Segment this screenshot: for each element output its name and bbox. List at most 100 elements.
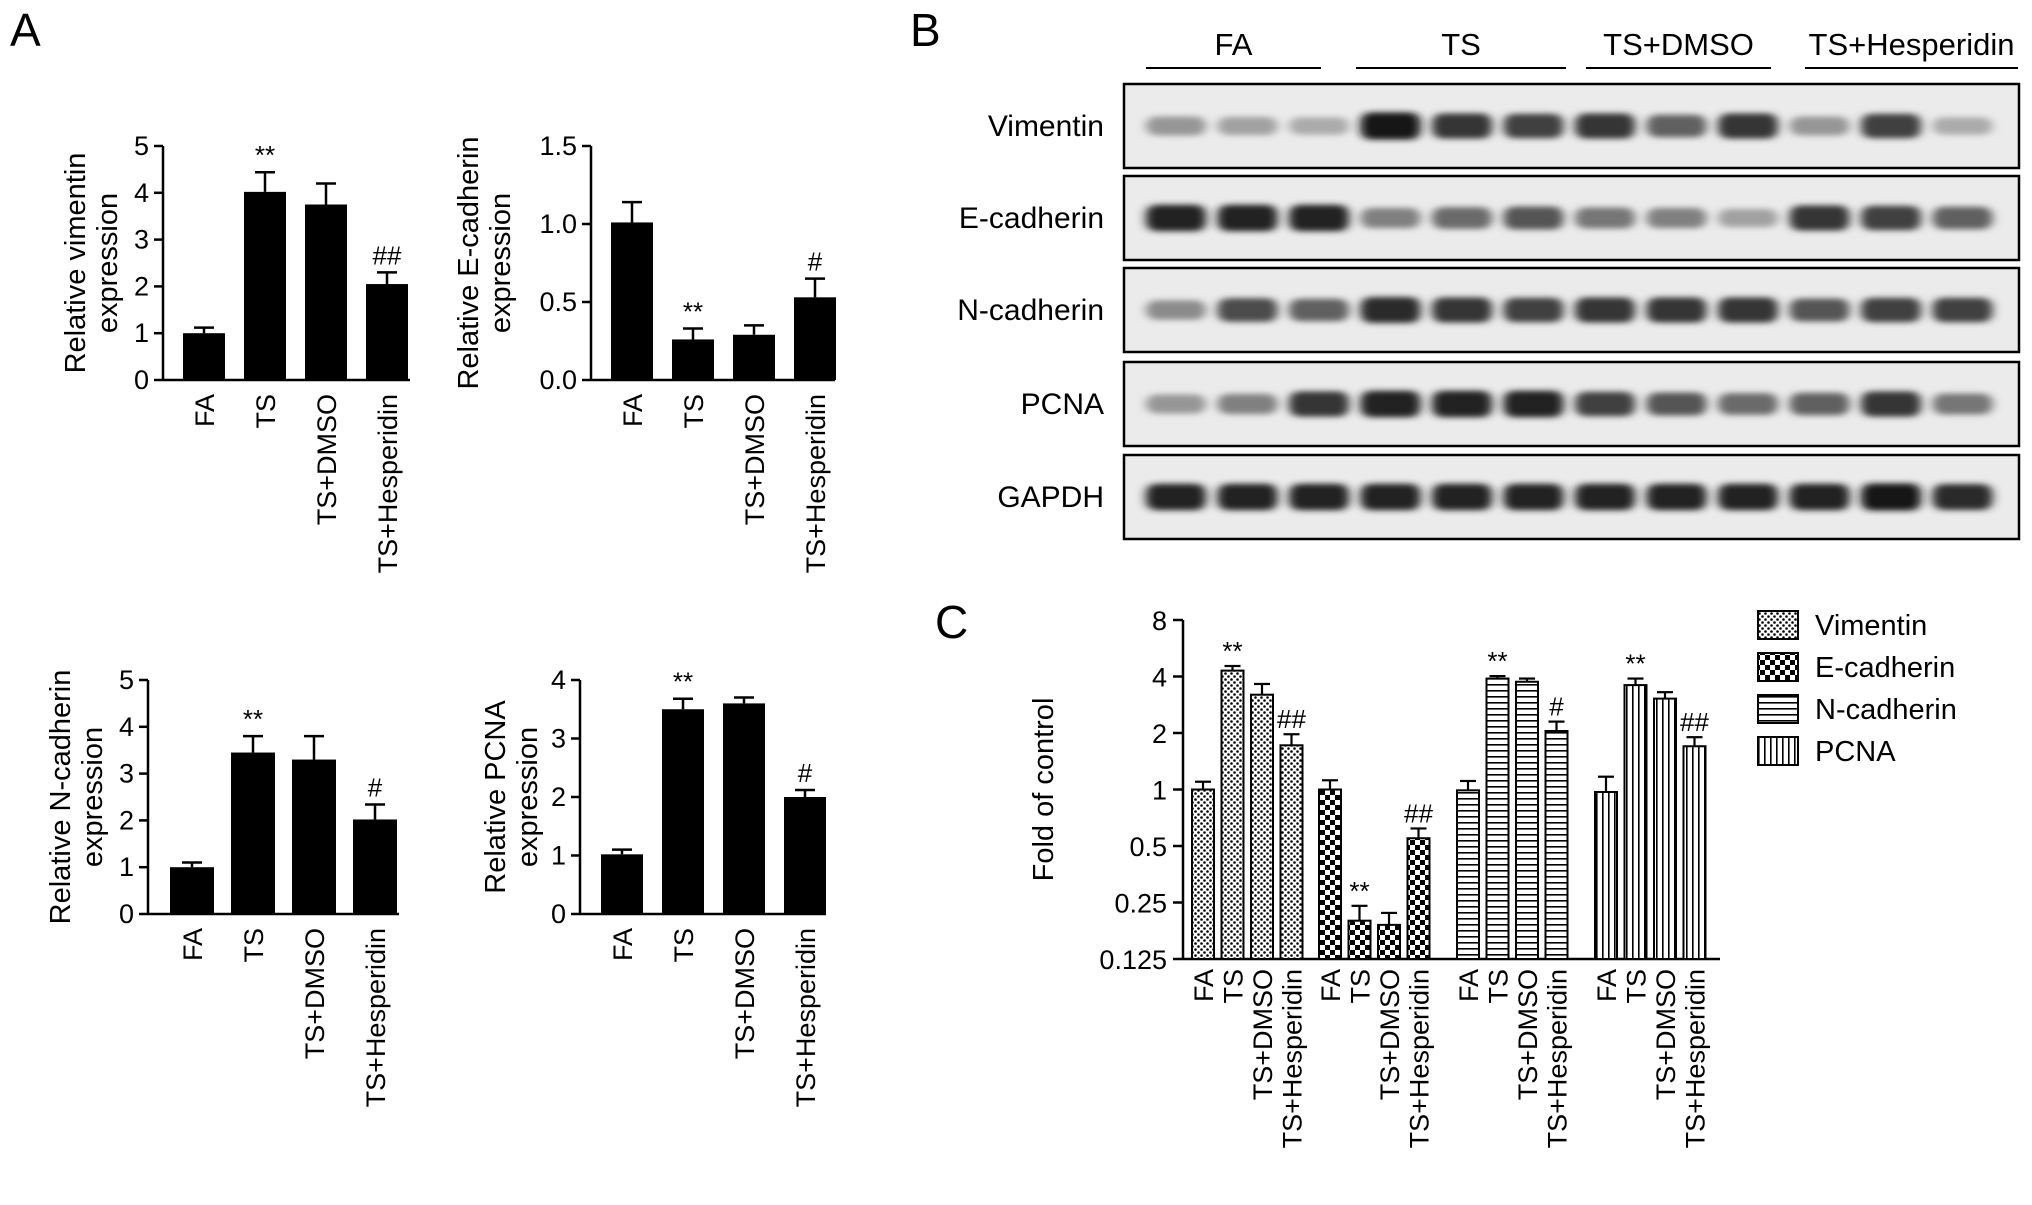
y-tick-label: 0 [119,899,134,929]
blot-band [1718,297,1778,323]
y-axis-title-line: expression [77,727,109,867]
blot-band [1503,297,1564,323]
x-category-label: TS+DMSO [312,394,342,525]
bar-vimentin [1250,693,1274,961]
blot-band [1575,207,1635,229]
blot-band [1789,392,1850,416]
blot-band [1360,112,1421,140]
x-category-label: TS+Hesperidin [791,928,821,1107]
blot-band [1217,298,1278,322]
blot-band [1146,116,1206,136]
blot-band [1432,207,1492,229]
y-tick-label: 3 [551,724,566,754]
bar-ts [672,339,714,380]
blot-band [1932,484,1993,510]
blot-band [1789,205,1850,231]
blot-band [1503,390,1564,418]
y-tick-label: 0.5 [539,287,577,317]
x-category-label: TS+Hesperidin [361,928,391,1107]
significance-label: ** [1625,649,1645,679]
blot-band [1432,483,1492,511]
blot-band [1718,208,1778,228]
blot-band [1432,297,1492,323]
x-category-label: FA [178,928,208,961]
blot-band [1861,113,1921,139]
blot-band [1217,393,1278,415]
x-category-label: TS [1346,969,1376,1004]
y-axis-title-line: Relative PCNA [480,700,512,894]
blot-band [1146,483,1206,511]
significance-label: ## [373,240,402,270]
blot-group-label: FA [1215,27,1253,62]
y-tick-label: 4 [551,665,566,695]
x-category-label: TS+DMSO [300,928,330,1059]
bar-ts-dmso [305,204,347,380]
blot-band [1932,297,1993,323]
y-tick-label: 1.5 [539,131,577,161]
blot-row-label: E-cadherin [959,202,1104,235]
blot-band [1217,204,1278,232]
y-tick-label: 1.0 [539,209,577,239]
x-category-label: TS+DMSO [1651,969,1681,1100]
western-blot: FA TS TS+DMSO TS+Hesperidin Vimentin E-cadher… [957,27,2021,541]
x-category-label: FA [1189,969,1219,1002]
x-category-label: TS+Hesperidin [1543,969,1573,1148]
blot-band [1932,206,1993,230]
y-tick-label: 4 [119,712,134,742]
blot-band [1146,394,1206,414]
x-category-label: FA [1454,969,1484,1002]
blot-band [1861,297,1921,323]
y-tick-label: 0.5 [1129,832,1167,862]
x-category-label: TS+DMSO [1513,969,1543,1100]
y-axis-title: Relative PCNAexpression [480,700,544,894]
blot-band [1289,298,1349,322]
significance-label: ## [1404,798,1433,828]
blot-band [1289,483,1349,511]
significance-label: ** [683,297,703,327]
y-tick-label: 5 [134,131,149,161]
y-tick-label: 2 [119,805,134,835]
x-category-label: TS+DMSO [1375,969,1405,1100]
y-tick-label: 2 [1152,719,1167,749]
y-tick-label: 1 [134,318,149,348]
x-category-label: TS [1219,969,1249,1004]
blot-band [1932,117,1993,135]
bar-vimentin [1279,744,1304,961]
bar-n-cadherin [1456,789,1480,960]
blot-band [1646,483,1707,511]
blot-band [1646,114,1707,138]
significance-label: ** [243,704,263,734]
bar-e-cadherin [1318,788,1342,960]
blot-band [1861,205,1921,231]
y-axis-title: Relative E-cadherinexpression [453,136,517,389]
panel-c-letter: C [935,596,968,648]
significance-label: ** [1349,876,1369,906]
legend-swatch [1757,694,1799,724]
bar-ts-hesperidin [784,797,826,914]
n-cadherin-bar-chart: 0 1 2 3 4 5 Relative N-cadherinexpression FA ** T… [45,665,399,1107]
blot-band [1646,207,1707,229]
y-axis-title-line: Relative N-cadherin [45,670,77,925]
bar-fa [183,333,225,380]
blot-band [1718,393,1778,415]
bar-ts-hesperidin [366,284,408,380]
x-category-label: FA [1592,969,1622,1002]
blot-band [1646,392,1707,416]
blot-band [1575,391,1635,417]
y-axis-title: Relative vimentinexpression [60,153,124,374]
blot-band [1861,483,1921,511]
blot-row-label: GAPDH [997,481,1104,514]
bar-pcna [1682,745,1707,961]
y-tick-label: 8 [1152,606,1167,636]
blot-band [1575,483,1635,511]
blot-band [1789,116,1850,136]
blot-band [1503,113,1564,139]
blot-band [1289,391,1349,417]
y-tick-label: 2 [551,782,566,812]
y-tick-label: 0.0 [539,365,577,395]
blot-band [1289,204,1349,232]
bar-e-cadherin [1377,923,1401,961]
significance-label: # [798,758,813,788]
